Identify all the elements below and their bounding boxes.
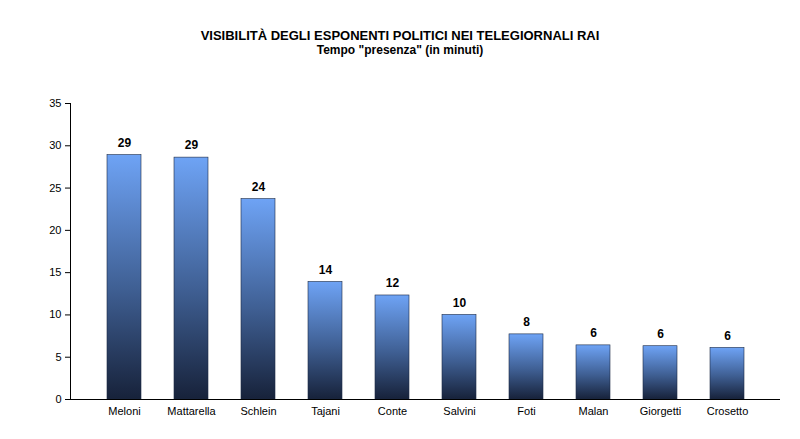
svg-text:Crosetto: Crosetto	[707, 405, 749, 417]
svg-text:6: 6	[724, 329, 731, 343]
svg-text:Tajani: Tajani	[311, 405, 340, 417]
svg-text:8: 8	[523, 315, 530, 329]
svg-text:Conte: Conte	[378, 405, 407, 417]
svg-text:Foti: Foti	[517, 405, 535, 417]
svg-text:5: 5	[55, 351, 61, 363]
svg-text:12: 12	[386, 276, 400, 290]
html-text:VISIBILITÀ DEGLI ESPONENTI POL: VISIBILITÀ DEGLI ESPONENTI POLITICI NEI …	[200, 28, 600, 43]
svg-text:Malan: Malan	[579, 405, 609, 417]
svg-text:Giorgetti: Giorgetti	[640, 405, 682, 417]
svg-text:29: 29	[118, 136, 132, 150]
svg-text:24: 24	[252, 180, 266, 194]
svg-text:30: 30	[49, 139, 61, 151]
html-text:Tempo "presenza" (in minuti): Tempo "presenza" (in minuti)	[316, 43, 484, 57]
svg-text:Mattarella: Mattarella	[167, 405, 216, 417]
svg-text:25: 25	[49, 182, 61, 194]
svg-text:Meloni: Meloni	[108, 405, 140, 417]
svg-text:10: 10	[453, 296, 467, 310]
svg-text:6: 6	[590, 326, 597, 340]
svg-text:14: 14	[319, 263, 333, 277]
svg-text:6: 6	[657, 327, 664, 341]
svg-text:29: 29	[185, 138, 199, 152]
svg-text:20: 20	[49, 224, 61, 236]
svg-text:10: 10	[49, 308, 61, 320]
svg-text:Schlein: Schlein	[240, 405, 276, 417]
svg-text:15: 15	[49, 266, 61, 278]
svg-text:0: 0	[55, 393, 61, 405]
svg-text:Salvini: Salvini	[443, 405, 475, 417]
svg-text:35: 35	[49, 97, 61, 109]
